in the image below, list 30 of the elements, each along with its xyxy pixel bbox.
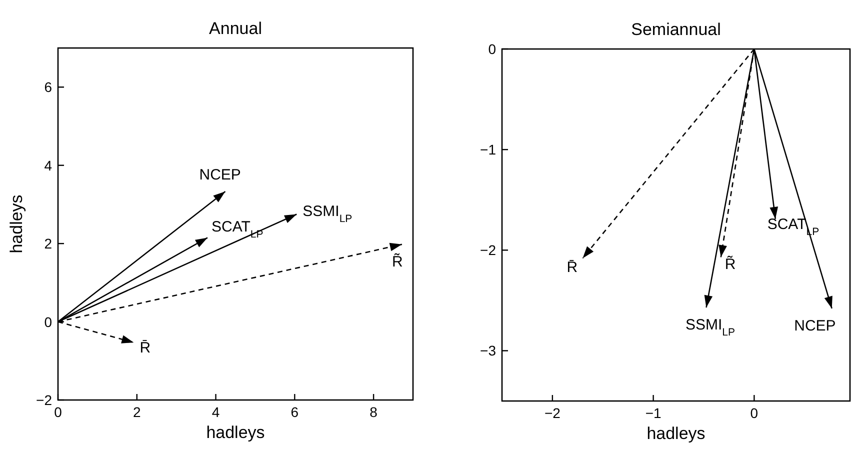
y-tick-label: 2 bbox=[44, 236, 52, 252]
series-label: NCEP bbox=[199, 166, 241, 184]
y-tick-label: −2 bbox=[36, 392, 52, 408]
chart-title: Semiannual bbox=[631, 20, 721, 39]
x-tick-label: 6 bbox=[290, 404, 299, 420]
y-tick-label: 0 bbox=[44, 314, 52, 330]
series-label: SSMI$_{LP}$ bbox=[302, 203, 352, 226]
x-axis-title: hadleys bbox=[206, 423, 265, 442]
series-label: R̄ bbox=[140, 340, 151, 357]
x-tick-label: 0 bbox=[54, 404, 62, 420]
y-tick-label: 0 bbox=[488, 41, 496, 57]
x-tick-label: 0 bbox=[750, 405, 758, 421]
x-tick-label: −1 bbox=[645, 405, 662, 421]
series-label: R̄ bbox=[566, 259, 578, 276]
y-axis-title: hadleys bbox=[7, 194, 26, 254]
x-tick-label: 2 bbox=[132, 404, 141, 420]
y-tick-label: −2 bbox=[480, 242, 496, 258]
y-tick-label: −3 bbox=[480, 342, 496, 359]
series-label: R̃ bbox=[392, 252, 403, 270]
x-tick-label: 8 bbox=[370, 404, 378, 420]
x-tick-label: −2 bbox=[544, 405, 561, 421]
series-label: NCEP bbox=[794, 317, 836, 334]
x-axis-title: hadleys bbox=[646, 424, 706, 443]
series-label: SSMI$_{LP}$ bbox=[685, 316, 736, 338]
chart-title: Annual bbox=[209, 19, 262, 38]
series-label: R̃ bbox=[724, 256, 736, 274]
y-tick-label: 6 bbox=[44, 79, 52, 96]
y-tick-label: −1 bbox=[480, 142, 496, 158]
x-tick-label: 4 bbox=[212, 404, 220, 420]
y-tick-label: 4 bbox=[44, 157, 52, 174]
